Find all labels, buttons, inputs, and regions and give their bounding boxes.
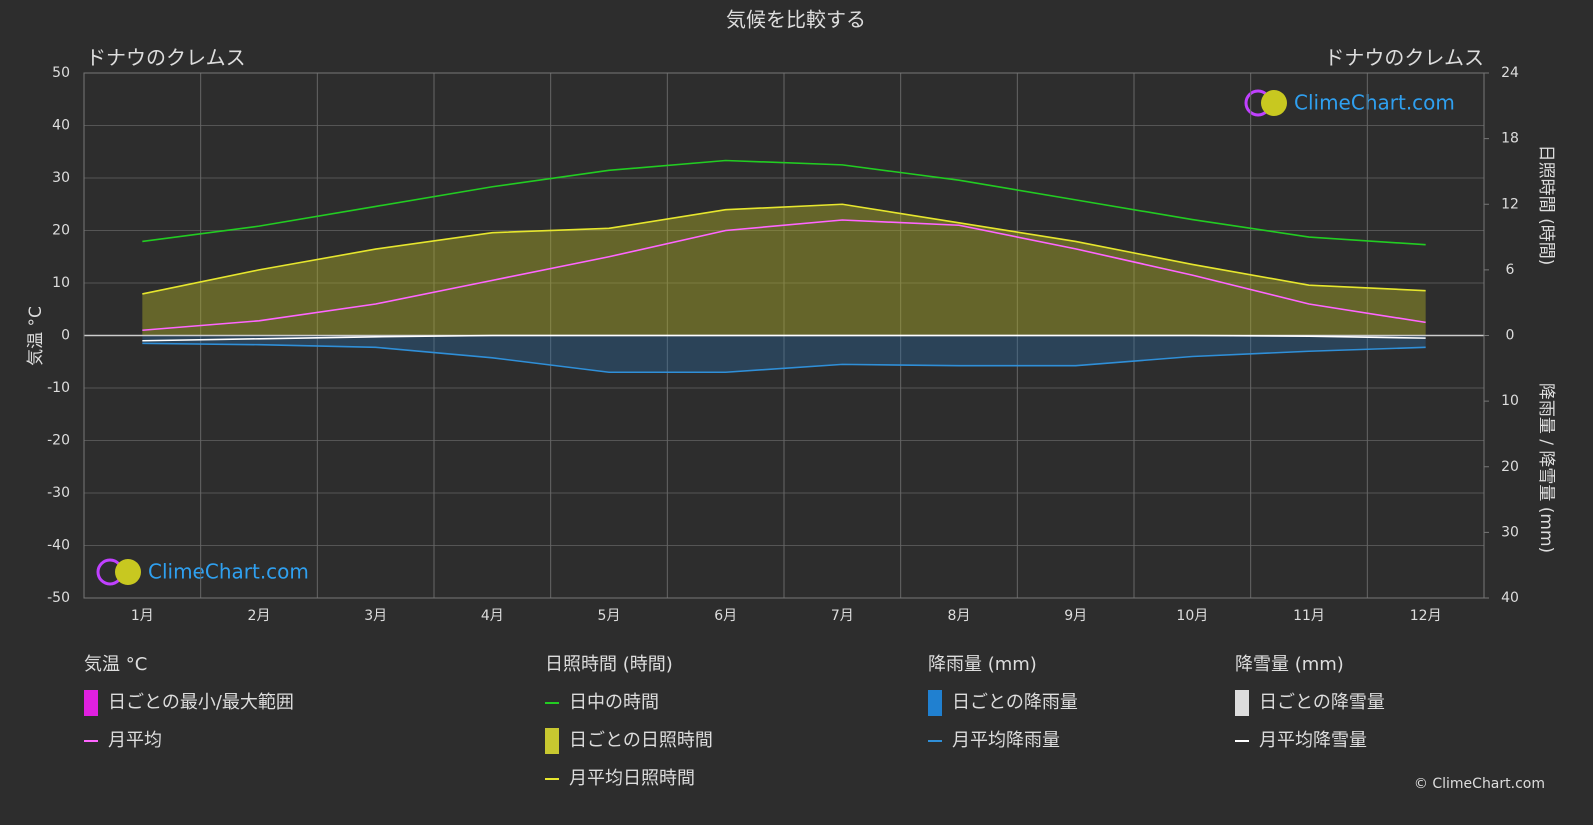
series-line: [142, 219, 1426, 332]
legend-title: 日照時間 (時間): [545, 654, 673, 675]
legend-swatch: [928, 690, 942, 716]
series-line: [142, 342, 1426, 374]
y-tick-label: -50: [47, 590, 70, 606]
subtitle-right: ドナウのクレムス: [1324, 46, 1484, 70]
x-tick-label: 10月: [1176, 608, 1208, 624]
legend-label: 月平均: [108, 730, 162, 751]
y-tick-label: -30: [47, 485, 70, 501]
y2-tick-label: 24: [1501, 65, 1519, 81]
x-tick-label: 4月: [481, 608, 504, 624]
subtitle-left: ドナウのクレムス: [86, 46, 246, 70]
legend-label: 月平均日照時間: [569, 768, 695, 789]
legend-label: 日ごとの日照時間: [569, 730, 713, 751]
y-tick-label: 30: [52, 170, 70, 186]
y3-tick-label: 40: [1501, 590, 1519, 606]
x-tick-label: 8月: [948, 608, 971, 624]
y-tick-label: -20: [47, 433, 70, 449]
logo-sun: [115, 559, 141, 585]
legend-label: 月平均降雪量: [1259, 730, 1367, 751]
series-line: [142, 159, 1426, 246]
y-tick-label: 10: [52, 275, 70, 291]
y2-tick-label: 12: [1501, 196, 1519, 212]
y3-tick-label: 30: [1501, 524, 1519, 540]
legend-title: 降雨量 (mm): [928, 654, 1037, 675]
y3-tick-label: 20: [1501, 459, 1519, 475]
y-tick-label: -40: [47, 538, 70, 554]
x-tick-label: 2月: [248, 608, 271, 624]
y2-tick-label: 6: [1506, 262, 1515, 278]
x-tick-label: 1月: [131, 608, 154, 624]
legend-label: 日ごとの降雨量: [952, 692, 1078, 713]
legend-label: 日ごとの最小/最大範囲: [108, 692, 294, 713]
legend-swatch: [545, 728, 559, 754]
y-tick-label: 50: [52, 65, 70, 81]
copyright: © ClimeChart.com: [1414, 776, 1545, 792]
y-axis-label: 気温 °C: [26, 306, 46, 366]
x-tick-label: 11月: [1293, 608, 1325, 624]
y3-axis-label: 降雨量 / 降雪量 (mm): [1536, 383, 1556, 553]
legend-swatch: [1235, 690, 1249, 716]
logo-bottom: ClimeChart.com: [96, 558, 309, 586]
x-tick-label: 3月: [364, 608, 387, 624]
series-line: [142, 203, 1426, 295]
y-tick-label: 40: [52, 118, 70, 134]
plot-frame: [83, 72, 1485, 599]
y-tick-label: 20: [52, 223, 70, 239]
legend-label: 月平均降雨量: [952, 730, 1060, 751]
logo-text: ClimeChart.com: [1294, 91, 1455, 115]
legend-label: 日中の時間: [569, 692, 659, 713]
logo-top: ClimeChart.com: [1244, 89, 1455, 117]
y-tick-label: -10: [47, 380, 70, 396]
legend-title: 降雪量 (mm): [1235, 654, 1344, 675]
legend-label: 日ごとの降雪量: [1259, 692, 1385, 713]
x-tick-label: 12月: [1410, 608, 1442, 624]
legend-swatch: [84, 690, 98, 716]
logo-text: ClimeChart.com: [148, 560, 309, 584]
y-tick-label: 0: [61, 328, 70, 344]
legend-title: 気温 °C: [84, 654, 147, 675]
logo-sun: [1261, 90, 1287, 116]
x-tick-label: 5月: [598, 608, 621, 624]
chart-title: 気候を比較する: [726, 8, 866, 32]
y2-tick-label: 18: [1501, 131, 1519, 147]
y2-axis-label: 日照時間 (時間): [1536, 145, 1556, 266]
x-tick-label: 7月: [831, 608, 854, 624]
y3-tick-label: 10: [1501, 393, 1519, 409]
series-line: [142, 334, 1426, 342]
x-tick-label: 9月: [1064, 608, 1087, 624]
y2-tick-label: 0: [1506, 328, 1515, 344]
x-tick-label: 6月: [714, 608, 737, 624]
